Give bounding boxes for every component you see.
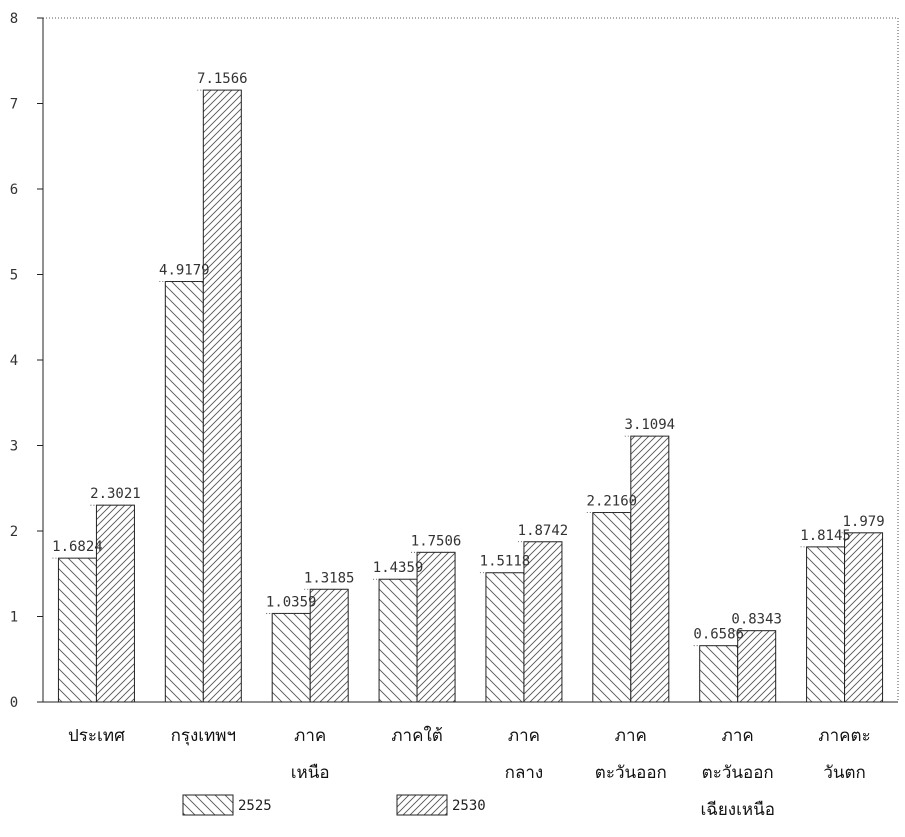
- bar-2525-6: [592, 512, 632, 703]
- value-label: 4.9179: [159, 263, 210, 279]
- value-label: 1.0359: [266, 594, 317, 610]
- category-label: กรุงเทพฯ: [171, 726, 237, 746]
- value-label: 0.6586: [693, 627, 744, 643]
- category-label: ภาคกลาง: [505, 726, 544, 783]
- bar-2525-8: [806, 546, 846, 703]
- y-tick-label: 5: [10, 268, 18, 284]
- bar-2525-5: [485, 572, 525, 703]
- legend: 2525 2530: [182, 794, 486, 816]
- bar-2530-6: [630, 435, 670, 703]
- legend-swatch-2530: [396, 794, 448, 816]
- category-label: ภาคเหนือ: [291, 726, 330, 783]
- value-label: 2.2160: [587, 494, 638, 510]
- bar-2525-3: [271, 612, 311, 703]
- category-label-line: ภาค: [615, 726, 647, 746]
- bar-2530-8: [844, 532, 884, 703]
- value-label: 2.3021: [90, 486, 141, 502]
- bar-2530-4: [416, 551, 456, 703]
- y-tick-label: 2: [10, 524, 18, 540]
- value-label: 1.3185: [304, 570, 355, 586]
- y-tick-label: 7: [10, 97, 18, 113]
- category-label-line: ภาค: [722, 726, 754, 746]
- legend-label-2525: 2525: [238, 798, 272, 814]
- category-label: ภาคใต้: [391, 725, 442, 746]
- value-labels: 1.6824 2.3021 4.9179 7.1566 1.0359 1.3185 1.43…: [52, 71, 885, 647]
- value-label: 3.1094: [625, 417, 676, 433]
- value-label: 1.4359: [373, 560, 424, 576]
- legend-swatch-2525: [182, 794, 234, 816]
- value-label: 7.1566: [197, 71, 248, 87]
- category-label-line: ตะวันออก: [702, 763, 774, 783]
- value-label: 1.6824: [52, 539, 103, 555]
- bar-2525-1: [57, 557, 97, 703]
- category-label-line: ตะวันออก: [595, 763, 667, 783]
- axes: 0 1 2 3 4 5 6 7 8: [10, 11, 899, 711]
- bar-2530-2: [202, 89, 242, 703]
- y-tick-label: 4: [10, 353, 18, 369]
- bar-2530-7: [737, 630, 777, 703]
- bar-2530-1: [95, 504, 135, 703]
- category-label-line: วันตก: [823, 763, 866, 783]
- category-label-line: ประเทศ: [68, 726, 125, 746]
- category-label-line: ภาค: [508, 726, 540, 746]
- value-label: 1.8742: [518, 523, 569, 539]
- category-label-line: กลาง: [505, 763, 544, 783]
- category-label-line: ภาคตะ: [818, 726, 870, 746]
- value-label: 1.8145: [800, 528, 851, 544]
- y-tick-label: 8: [10, 11, 18, 27]
- category-label: ภาคตะวันตก: [818, 726, 870, 783]
- category-label: ภาคตะวันออกเฉียงเหนือ: [700, 726, 775, 820]
- value-label: 0.8343: [731, 612, 782, 628]
- category-label: ภาคตะวันออก: [595, 726, 667, 783]
- category-label-line: ภาค: [294, 726, 326, 746]
- bar-2525-7: [699, 645, 739, 703]
- value-label: 1.7506: [411, 533, 462, 549]
- bar-2525-4: [378, 578, 418, 703]
- category-label: ประเทศ: [68, 726, 125, 746]
- value-label: 1.979: [842, 514, 884, 530]
- y-tick-label: 0: [10, 695, 18, 711]
- plot-area: [57, 89, 884, 703]
- y-tick-label: 3: [10, 439, 18, 455]
- category-label-line: เฉียงเหนือ: [700, 800, 775, 820]
- category-label-line: ภาคใต้: [391, 725, 442, 746]
- legend-label-2530: 2530: [452, 798, 486, 814]
- category-label-line: กรุงเทพฯ: [171, 726, 237, 746]
- bar-2530-5: [523, 541, 563, 703]
- category-label-line: เหนือ: [291, 763, 330, 783]
- y-tick-label: 6: [10, 182, 18, 198]
- value-label: 1.5118: [480, 554, 531, 570]
- bar-2525-2: [164, 281, 204, 703]
- y-tick-label: 1: [10, 610, 18, 626]
